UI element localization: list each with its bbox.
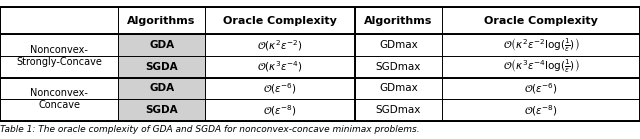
Text: Nonconvex-
Strongly-Concave: Nonconvex- Strongly-Concave bbox=[16, 45, 102, 67]
Text: $\mathcal{O}\left(\epsilon^{-8}\right)$: $\mathcal{O}\left(\epsilon^{-8}\right)$ bbox=[263, 103, 297, 117]
Bar bbox=[205, 56, 355, 78]
Text: Algorithms: Algorithms bbox=[364, 16, 433, 26]
Bar bbox=[355, 34, 442, 56]
Bar bbox=[0, 34, 118, 56]
Text: GDmax: GDmax bbox=[379, 40, 418, 50]
Bar bbox=[205, 99, 355, 121]
Bar bbox=[355, 56, 442, 78]
Bar bbox=[205, 7, 355, 34]
Bar bbox=[0, 7, 118, 34]
Bar bbox=[205, 78, 355, 99]
Text: $\mathcal{O}\left(\kappa^2\epsilon^{-2}\log(\frac{1}{\epsilon})\right)$: $\mathcal{O}\left(\kappa^2\epsilon^{-2}\… bbox=[502, 37, 579, 54]
Text: $\mathcal{O}\left(\kappa^3\epsilon^{-4}\right)$: $\mathcal{O}\left(\kappa^3\epsilon^{-4}\… bbox=[257, 59, 303, 74]
Bar bbox=[118, 56, 205, 78]
Text: SGDA: SGDA bbox=[145, 62, 178, 72]
Bar bbox=[0, 56, 118, 78]
Text: GDmax: GDmax bbox=[379, 83, 418, 93]
Bar bbox=[0, 78, 118, 99]
Text: $\mathcal{O}\left(\epsilon^{-8}\right)$: $\mathcal{O}\left(\epsilon^{-8}\right)$ bbox=[524, 103, 557, 117]
Text: SGDmax: SGDmax bbox=[376, 105, 421, 115]
Text: $\mathcal{O}\left(\epsilon^{-6}\right)$: $\mathcal{O}\left(\epsilon^{-6}\right)$ bbox=[524, 81, 557, 96]
Bar bbox=[118, 78, 205, 99]
Bar bbox=[0, 99, 118, 121]
Text: $\mathcal{O}\left(\kappa^3\epsilon^{-4}\log(\frac{1}{\epsilon})\right)$: $\mathcal{O}\left(\kappa^3\epsilon^{-4}\… bbox=[502, 58, 579, 75]
Text: Oracle Complexity: Oracle Complexity bbox=[223, 16, 337, 26]
Text: Table 1: The oracle complexity of GDA and SGDA for nonconvex-concave minimax pro: Table 1: The oracle complexity of GDA an… bbox=[0, 125, 420, 134]
Text: $\mathcal{O}\left(\epsilon^{-6}\right)$: $\mathcal{O}\left(\epsilon^{-6}\right)$ bbox=[263, 81, 297, 96]
Text: $\mathcal{O}\left(\kappa^2\epsilon^{-2}\right)$: $\mathcal{O}\left(\kappa^2\epsilon^{-2}\… bbox=[257, 38, 303, 53]
Bar bbox=[118, 34, 205, 56]
Text: GDA: GDA bbox=[149, 40, 174, 50]
Bar bbox=[205, 34, 355, 56]
Bar bbox=[355, 7, 442, 34]
Text: SGDmax: SGDmax bbox=[376, 62, 421, 72]
Bar bbox=[355, 78, 442, 99]
Bar bbox=[442, 56, 640, 78]
Text: Algorithms: Algorithms bbox=[127, 16, 196, 26]
Bar bbox=[442, 34, 640, 56]
Bar bbox=[442, 78, 640, 99]
Text: Oracle Complexity: Oracle Complexity bbox=[484, 16, 598, 26]
Bar bbox=[118, 99, 205, 121]
Bar bbox=[118, 7, 205, 34]
Bar bbox=[442, 7, 640, 34]
Text: GDA: GDA bbox=[149, 83, 174, 93]
Bar bbox=[355, 99, 442, 121]
Text: Nonconvex-
Concave: Nonconvex- Concave bbox=[30, 89, 88, 110]
Bar bbox=[442, 99, 640, 121]
Text: SGDA: SGDA bbox=[145, 105, 178, 115]
